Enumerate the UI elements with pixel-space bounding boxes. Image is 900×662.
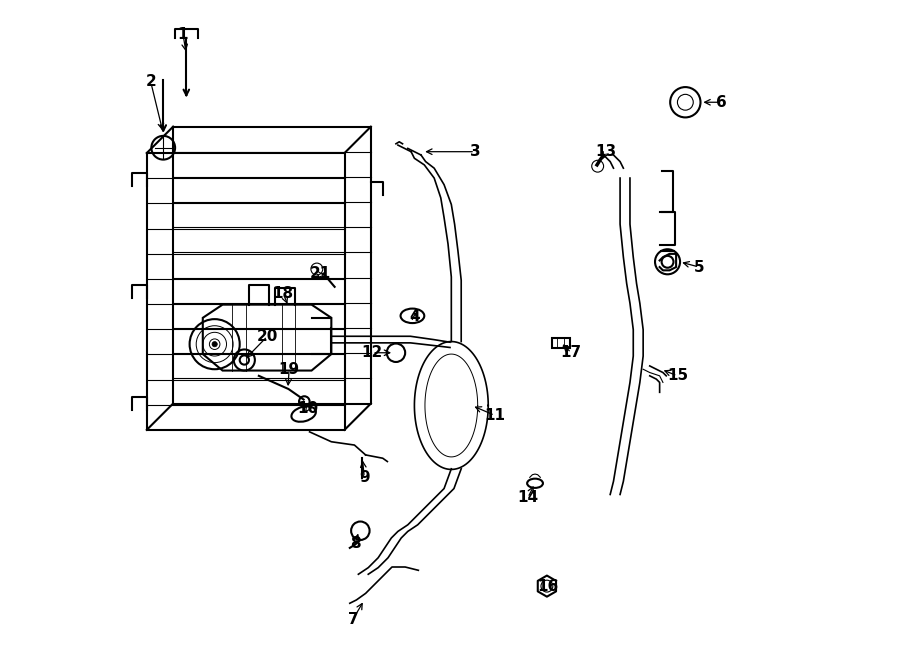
Text: 14: 14 [518, 491, 538, 505]
Text: 12: 12 [362, 346, 382, 360]
Text: 17: 17 [561, 346, 582, 360]
Text: 21: 21 [310, 266, 331, 281]
Text: 8: 8 [350, 536, 360, 551]
Text: 2: 2 [145, 74, 156, 89]
Text: 4: 4 [410, 309, 420, 324]
Text: 1: 1 [178, 27, 188, 42]
Text: 18: 18 [273, 286, 293, 301]
Text: 15: 15 [667, 368, 688, 383]
Text: 11: 11 [484, 408, 505, 423]
Text: 13: 13 [596, 144, 617, 159]
Circle shape [212, 342, 217, 347]
Text: 3: 3 [470, 144, 481, 159]
Text: 19: 19 [279, 361, 300, 377]
Text: 10: 10 [297, 401, 319, 416]
Text: 20: 20 [256, 329, 278, 344]
Text: 6: 6 [716, 95, 727, 110]
Text: 9: 9 [359, 470, 370, 485]
Text: 16: 16 [537, 579, 558, 594]
Text: 7: 7 [347, 612, 358, 626]
Text: 5: 5 [694, 260, 705, 275]
